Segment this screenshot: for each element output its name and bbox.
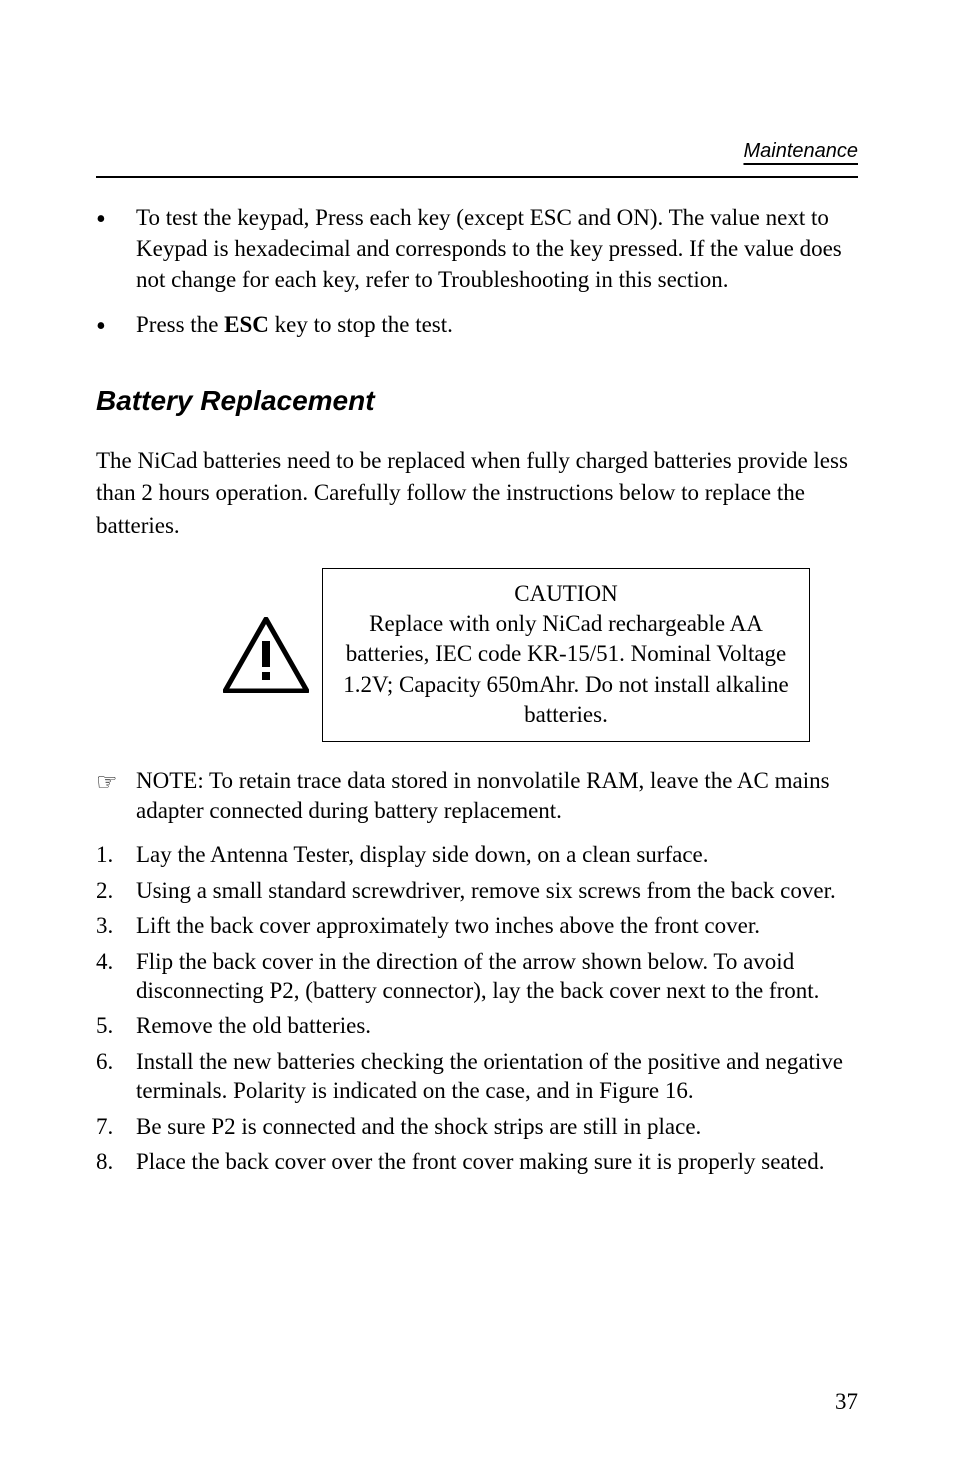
- section-heading: Battery Replacement: [96, 385, 858, 417]
- text-fragment: Press the: [136, 312, 224, 337]
- step-text: Lay the Antenna Tester, display side dow…: [136, 840, 709, 869]
- list-item: Install the new batteries checking the o…: [96, 1047, 858, 1106]
- list-item: Remove the old batteries.: [96, 1011, 858, 1040]
- list-item: Lift the back cover approximately two in…: [96, 911, 858, 940]
- step-text: Be sure P2 is connected and the shock st…: [136, 1112, 701, 1141]
- list-item: Using a small standard screwdriver, remo…: [96, 876, 858, 905]
- list-item: Flip the back cover in the direction of …: [96, 947, 858, 1006]
- note-row: ☞ NOTE: To retain trace data stored in n…: [96, 766, 858, 827]
- warning-icon: [210, 568, 322, 742]
- running-header: Maintenance: [743, 140, 858, 163]
- header-rule: [96, 176, 858, 178]
- steps-list: Lay the Antenna Tester, display side dow…: [96, 840, 858, 1176]
- bullet-list: • To test the keypad, Press each key (ex…: [96, 202, 858, 341]
- list-item: Be sure P2 is connected and the shock st…: [96, 1112, 858, 1141]
- intro-paragraph: The NiCad batteries need to be replaced …: [96, 445, 858, 542]
- list-item: • Press the ESC key to stop the test.: [96, 309, 858, 341]
- text-bold: ESC: [224, 312, 269, 337]
- step-text: Using a small standard screwdriver, remo…: [136, 876, 836, 905]
- note-text: NOTE: To retain trace data stored in non…: [136, 766, 858, 827]
- list-item: Lay the Antenna Tester, display side dow…: [96, 840, 858, 869]
- list-item: • To test the keypad, Press each key (ex…: [96, 202, 858, 295]
- note-icon: ☞: [96, 766, 136, 800]
- caution-body: Replace with only NiCad rechargeable AA …: [341, 609, 791, 730]
- bullet-icon: •: [96, 309, 136, 341]
- bullet-text: Press the ESC key to stop the test.: [136, 309, 453, 340]
- bullet-icon: •: [96, 202, 136, 234]
- text-fragment: key to stop the test.: [269, 312, 453, 337]
- step-text: Flip the back cover in the direction of …: [136, 947, 858, 1006]
- bullet-text: To test the keypad, Press each key (exce…: [136, 202, 858, 295]
- caution-text: CAUTION Replace with only NiCad recharge…: [322, 568, 810, 742]
- page-container: Maintenance • To test the keypad, Press …: [0, 0, 954, 1475]
- step-text: Remove the old batteries.: [136, 1011, 371, 1040]
- step-text: Place the back cover over the front cove…: [136, 1147, 824, 1176]
- step-text: Lift the back cover approximately two in…: [136, 911, 760, 940]
- caution-box: CAUTION Replace with only NiCad recharge…: [210, 568, 810, 742]
- caution-title: CAUTION: [341, 579, 791, 609]
- list-item: Place the back cover over the front cove…: [96, 1147, 858, 1176]
- page-number: 37: [835, 1389, 858, 1415]
- step-text: Install the new batteries checking the o…: [136, 1047, 858, 1106]
